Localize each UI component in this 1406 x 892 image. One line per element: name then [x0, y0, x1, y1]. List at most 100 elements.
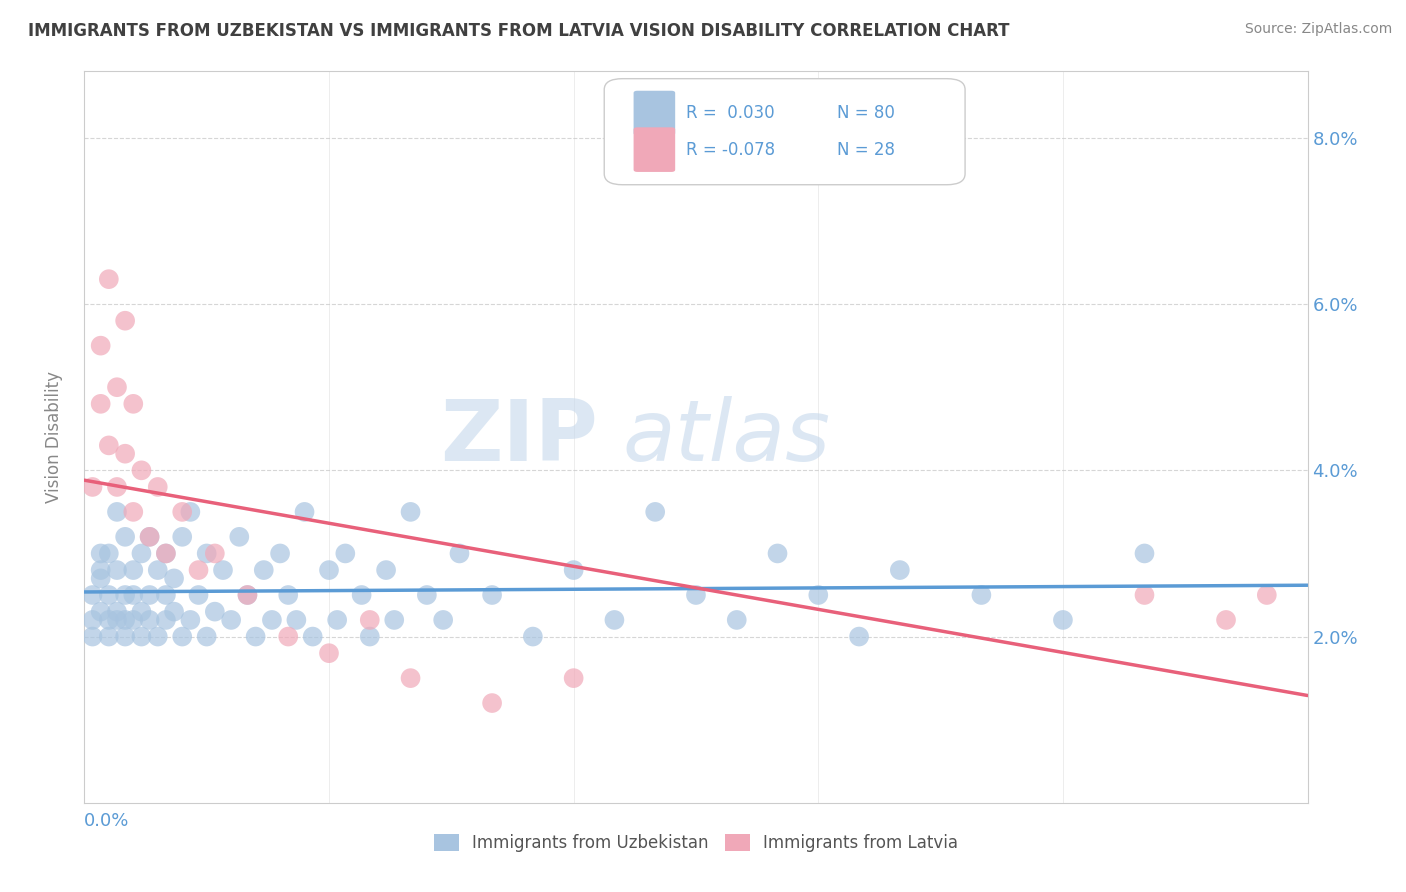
Point — [204, 546, 226, 560]
Point — [114, 588, 136, 602]
Point — [562, 563, 585, 577]
Point — [146, 630, 169, 644]
Point — [114, 630, 136, 644]
Point — [1133, 588, 1156, 602]
Point — [179, 613, 201, 627]
Point — [122, 588, 145, 602]
FancyBboxPatch shape — [634, 128, 675, 172]
Point — [318, 563, 340, 577]
Point — [725, 613, 748, 627]
Point — [889, 563, 911, 577]
Text: N = 80: N = 80 — [837, 104, 894, 122]
Point — [82, 480, 104, 494]
Point — [236, 588, 259, 602]
Point — [146, 563, 169, 577]
Point — [449, 546, 471, 560]
Point — [807, 588, 830, 602]
Point — [90, 338, 112, 352]
Point — [122, 505, 145, 519]
Point — [172, 630, 194, 644]
Point — [301, 630, 323, 644]
Point — [253, 563, 276, 577]
Point — [204, 605, 226, 619]
Point — [481, 696, 503, 710]
Point — [105, 563, 128, 577]
Point — [82, 630, 104, 644]
Point — [179, 505, 201, 519]
Point — [644, 505, 666, 519]
Point — [122, 397, 145, 411]
Point — [260, 613, 283, 627]
Point — [187, 588, 209, 602]
Point — [195, 630, 218, 644]
Point — [1133, 546, 1156, 560]
Point — [848, 630, 870, 644]
Point — [277, 588, 299, 602]
Point — [228, 530, 250, 544]
Point — [146, 480, 169, 494]
Point — [382, 613, 405, 627]
Point — [114, 314, 136, 328]
Point — [359, 613, 381, 627]
Point — [138, 613, 160, 627]
Point — [163, 605, 186, 619]
Point — [90, 563, 112, 577]
Point — [219, 613, 242, 627]
Point — [187, 563, 209, 577]
Point — [294, 505, 316, 519]
Point — [399, 505, 422, 519]
Point — [97, 613, 120, 627]
FancyBboxPatch shape — [634, 91, 675, 136]
Text: atlas: atlas — [623, 395, 831, 479]
Point — [562, 671, 585, 685]
Point — [1215, 613, 1237, 627]
Point — [155, 613, 177, 627]
Point — [685, 588, 707, 602]
Point — [236, 588, 259, 602]
Point — [105, 605, 128, 619]
Point — [1052, 613, 1074, 627]
Point — [138, 588, 160, 602]
Point — [97, 272, 120, 286]
Point — [350, 588, 373, 602]
Point — [131, 463, 153, 477]
Point — [1256, 588, 1278, 602]
Point — [131, 630, 153, 644]
Point — [172, 530, 194, 544]
Point — [97, 546, 120, 560]
Point — [212, 563, 235, 577]
Text: 0.0%: 0.0% — [84, 812, 129, 830]
Point — [375, 563, 398, 577]
Point — [359, 630, 381, 644]
Y-axis label: Vision Disability: Vision Disability — [45, 371, 63, 503]
Point — [416, 588, 439, 602]
Point — [114, 447, 136, 461]
Text: IMMIGRANTS FROM UZBEKISTAN VS IMMIGRANTS FROM LATVIA VISION DISABILITY CORRELATI: IMMIGRANTS FROM UZBEKISTAN VS IMMIGRANTS… — [28, 22, 1010, 40]
Point — [122, 613, 145, 627]
Point — [90, 605, 112, 619]
Point — [245, 630, 267, 644]
FancyBboxPatch shape — [605, 78, 965, 185]
Point — [114, 530, 136, 544]
Point — [155, 546, 177, 560]
Text: ZIP: ZIP — [440, 395, 598, 479]
Point — [285, 613, 308, 627]
Point — [481, 588, 503, 602]
Point — [432, 613, 454, 627]
Text: R = -0.078: R = -0.078 — [686, 141, 775, 159]
Point — [335, 546, 357, 560]
Point — [970, 588, 993, 602]
Point — [105, 480, 128, 494]
Text: N = 28: N = 28 — [837, 141, 894, 159]
Point — [97, 588, 120, 602]
Point — [195, 546, 218, 560]
Point — [318, 646, 340, 660]
Point — [105, 380, 128, 394]
Point — [138, 530, 160, 544]
Point — [97, 630, 120, 644]
Point — [97, 438, 120, 452]
Point — [90, 397, 112, 411]
Point — [172, 505, 194, 519]
Point — [105, 505, 128, 519]
Point — [90, 571, 112, 585]
